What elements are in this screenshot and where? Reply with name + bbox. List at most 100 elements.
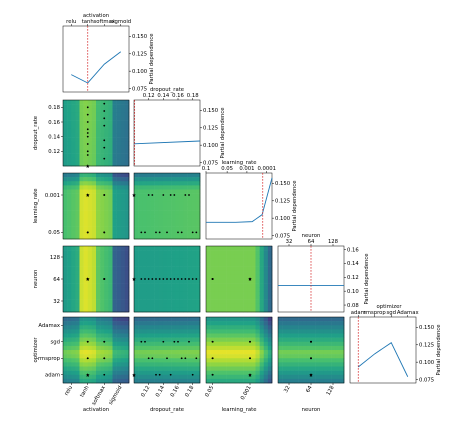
heatmap-cell [158,206,164,211]
heatmap-cell [91,145,97,150]
heatmap-cell [96,325,101,330]
heatmap-cell [226,299,232,305]
heatmap-cell [243,321,248,326]
heatmap-cell [259,307,265,313]
heatmap-cell [158,345,164,351]
heatmap-cell [91,153,97,159]
heatmap-cell [87,226,93,232]
heatmap-cell [108,274,113,280]
sample-point [195,357,198,360]
heatmap-cell [191,329,197,334]
heatmap-cell [124,189,130,194]
heatmap-cell [112,354,117,359]
heatmap-cell [171,358,176,363]
heatmap-cell [138,279,143,284]
heatmap-cell [71,214,76,219]
heatmap-cell [167,258,172,263]
heatmap-cell [259,325,265,330]
heatmap-cell [206,370,211,376]
heatmap-cell [96,128,101,134]
heatmap-cell [263,337,269,343]
sample-point [173,340,176,343]
heatmap-cell [247,366,252,371]
heatmap-cell [83,362,89,367]
heatmap-cell [154,366,160,371]
heatmap-cell [226,341,232,347]
heatmap-cell [87,270,93,276]
heatmap-frame-neuron-vs-learning_rate [205,245,273,313]
heatmap-cell [191,210,197,215]
heatmap-cell [251,307,256,313]
heatmap-cell [104,193,109,199]
heatmap-cell [158,274,164,280]
heatmap-cell [294,366,299,371]
heatmap-cell [175,287,180,292]
heatmap-cell [239,366,244,371]
heatmap-cell [120,230,126,236]
heatmap-cell [158,303,164,309]
pdp-frame-learning_rate [205,172,273,240]
heatmap-cell [167,206,172,211]
x-tick-label: 0.001 [240,385,253,401]
heatmap-cell [243,325,248,330]
heatmap-cell [259,374,265,380]
heatmap-cell [267,378,273,384]
heatmap-cell [183,214,188,219]
heatmap-cell [259,317,265,322]
heatmap-cell [195,287,201,292]
pdp-y-tick-label: 0.150 [275,181,291,187]
heatmap-cell [154,378,160,384]
heatmap-cell [179,317,184,322]
heatmap-cell [315,354,320,359]
heatmap-cell [134,222,139,227]
heatmap-cell [195,206,201,211]
heatmap-cell [175,362,180,367]
heatmap-cell [243,374,248,380]
heatmap-cell [331,337,337,343]
heatmap-cell [142,374,147,380]
y-tick-label: 0.12 [48,149,60,155]
heatmap-cell [247,370,252,376]
heatmap-cell [120,303,126,309]
heatmap-cell [134,193,139,199]
sample-point [177,340,179,343]
heatmap-cell [243,337,248,343]
sample-point [162,340,165,343]
heatmap-cell [150,254,155,259]
heatmap-cell [175,345,180,351]
heatmap-cell [67,161,72,167]
heatmap-cell [290,354,295,359]
heatmap-cell [302,350,308,355]
heatmap-cell [315,321,320,326]
heatmap-cell [116,274,122,280]
heatmap-cell [87,197,93,203]
heatmap-cell [120,141,126,146]
heatmap-cell [108,378,113,384]
heatmap-cell [120,299,126,305]
heatmap-cell [239,354,244,359]
heatmap-cell [87,137,93,142]
heatmap-cell [100,329,105,334]
heatmap-cell [120,374,126,380]
heatmap-cell [158,189,164,194]
heatmap-cell [83,321,89,326]
heatmap-cell [206,366,211,371]
pdp-y-tick-label: 0.10 [347,289,359,295]
heatmap-cell [162,197,168,203]
heatmap-cell [251,333,256,338]
heatmap-cell [91,137,97,142]
heatmap-cell [195,193,201,199]
heatmap-cell [87,250,93,255]
heatmap-cell [87,295,93,300]
sample-point [86,278,89,280]
heatmap-cell [75,258,80,263]
heatmap-cell [71,274,76,280]
heatmap-cell [120,287,126,292]
heatmap-cell [171,214,176,219]
heatmap-cell [191,341,197,347]
heatmap-cell [116,226,122,232]
heatmap-cell [142,189,147,194]
heatmap-cell [120,258,126,263]
heatmap-cell [294,321,299,326]
heatmap-cell [302,317,308,322]
